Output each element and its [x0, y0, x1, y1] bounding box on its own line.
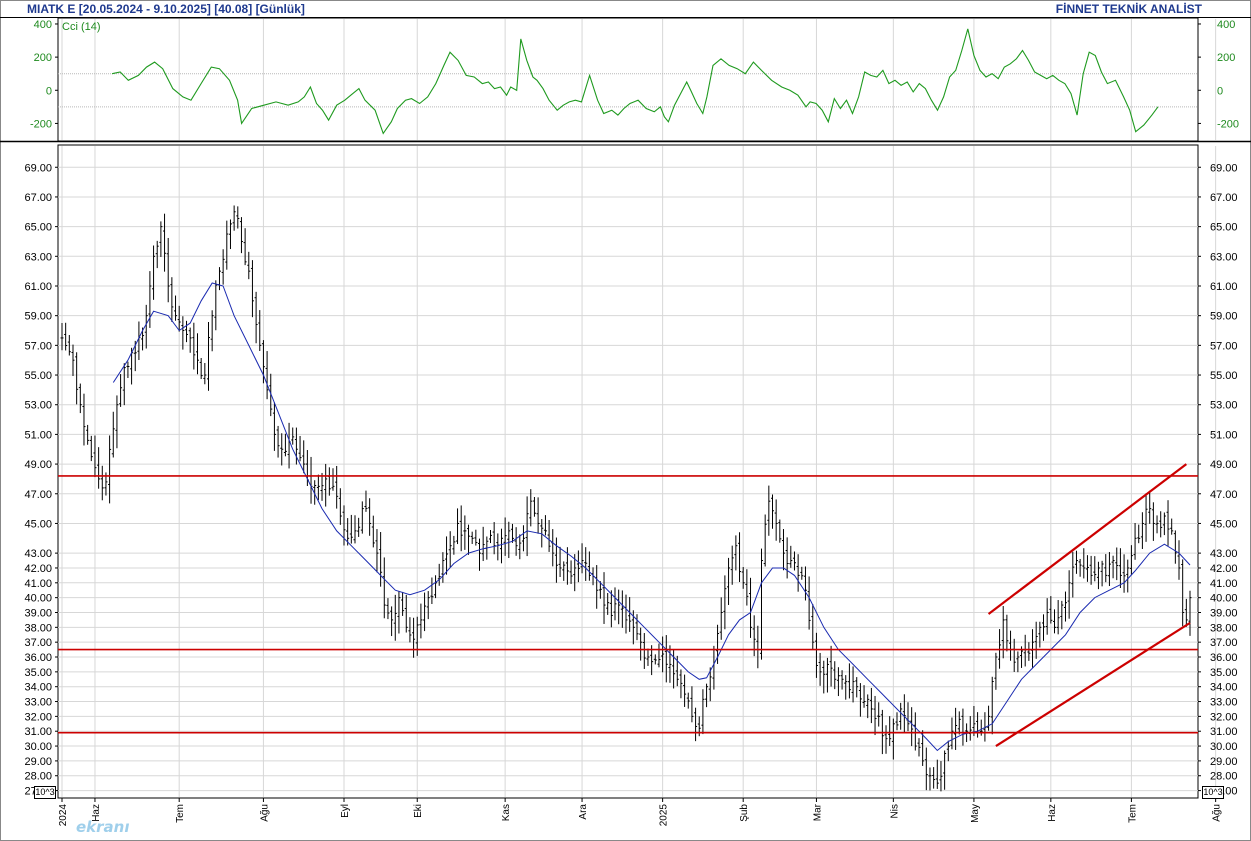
date-label-May: May: [970, 804, 981, 823]
cci-ytick-left: 0: [46, 85, 52, 97]
provider-title: FİNNET TEKNİK ANALİST: [1055, 2, 1202, 16]
date-label-Ağu: Ağu: [1212, 804, 1223, 822]
price-ytick-left: 38.00: [24, 622, 52, 634]
date-label-Haz: Haz: [1047, 804, 1058, 822]
date-label-Kas: Kas: [501, 804, 512, 821]
cci-ytick-left: 200: [34, 52, 52, 64]
date-label-2025: 2025: [659, 804, 670, 827]
price-ytick-right: 53.00: [1210, 400, 1238, 412]
watermark-logo: ekranı: [76, 818, 130, 836]
price-ytick-left: 28.00: [24, 771, 52, 783]
trend-channel-lower: [995, 621, 1191, 747]
price-ytick-left: 57.00: [24, 340, 52, 352]
price-ytick-left: 65.00: [24, 222, 52, 234]
price-ytick-left: 34.00: [24, 682, 52, 694]
price-ytick-right: 69.00: [1210, 162, 1238, 174]
price-ytick-left: 36.00: [24, 652, 52, 664]
price-ytick-right: 38.00: [1210, 622, 1238, 634]
price-ytick-left: 61.00: [24, 281, 52, 293]
price-ytick-left: 69.00: [24, 162, 52, 174]
price-ytick-right: 39.00: [1210, 607, 1238, 619]
price-ytick-right: 51.00: [1210, 429, 1238, 441]
price-ytick-right: 37.00: [1210, 637, 1238, 649]
security-title: MIATK E [20.05.2024 - 9.10.2025] [40.08]…: [27, 2, 305, 16]
price-ytick-left: 47.00: [24, 489, 52, 501]
price-ytick-right: 30.00: [1210, 741, 1238, 753]
date-label-Tem: Tem: [175, 804, 186, 823]
price-ytick-left: 39.00: [24, 607, 52, 619]
price-ytick-right: 47.00: [1210, 489, 1238, 501]
price-ytick-left: 43.00: [24, 548, 52, 560]
price-ytick-left: 55.00: [24, 370, 52, 382]
price-ytick-left: 42.00: [24, 563, 52, 575]
price-panel: 69.00 69.00 67.00 67.00 65.00 65.00 63.00 63.00…: [24, 144, 1238, 799]
price-ytick-left: 31.00: [24, 726, 52, 738]
price-ytick-right: 35.00: [1210, 667, 1238, 679]
price-frame: [57, 144, 1199, 799]
price-ytick-left: 63.00: [24, 251, 52, 263]
date-label-Ağu: Ağu: [259, 804, 270, 822]
price-ytick-left: 45.00: [24, 518, 52, 530]
cci-ytick-right: 400: [1217, 19, 1235, 31]
cci-indicator-label: Cci (14): [62, 21, 101, 33]
price-ytick-left: 67.00: [24, 192, 52, 204]
price-ytick-right: 57.00: [1210, 340, 1238, 352]
price-ytick-right: 59.00: [1210, 311, 1238, 323]
price-ytick-left: 35.00: [24, 667, 52, 679]
price-ytick-right: 49.00: [1210, 459, 1238, 471]
trend-channel-upper: [987, 463, 1188, 615]
price-ytick-right: 55.00: [1210, 370, 1238, 382]
price-ytick-right: 61.00: [1210, 281, 1238, 293]
price-ytick-left: 32.00: [24, 711, 52, 723]
price-ytick-right: 65.00: [1210, 222, 1238, 234]
scale-badge-left: 10^3: [34, 786, 56, 799]
price-ytick-right: 32.00: [1210, 711, 1238, 723]
date-label-Tem: Tem: [1127, 804, 1138, 823]
price-ytick-right: 36.00: [1210, 652, 1238, 664]
cci-panel: 400 400 200 200 0 0 -200 -200: [30, 17, 1239, 142]
date-label-Haz: Haz: [91, 804, 102, 822]
date-label-Nis: Nis: [889, 804, 900, 818]
price-ytick-left: 53.00: [24, 400, 52, 412]
date-label-Mar: Mar: [812, 803, 823, 821]
date-label-Eyl: Eyl: [340, 804, 351, 818]
price-ytick-left: 59.00: [24, 311, 52, 323]
cci-line: [111, 28, 1159, 135]
date-label-Ara: Ara: [578, 804, 589, 820]
cci-ytick-left: 400: [34, 19, 52, 31]
date-label-Şub: Şub: [739, 804, 750, 822]
price-ytick-right: 28.00: [1210, 771, 1238, 783]
price-ytick-left: 29.00: [24, 756, 52, 768]
price-ytick-right: 31.00: [1210, 726, 1238, 738]
price-ytick-left: 30.00: [24, 741, 52, 753]
scale-badge-right: 10^3: [1202, 786, 1224, 799]
cci-ytick-left: -200: [30, 118, 52, 130]
cci-ytick-right: 0: [1217, 85, 1223, 97]
price-ytick-right: 40.00: [1210, 593, 1238, 605]
price-ytick-right: 33.00: [1210, 697, 1238, 709]
date-axis: 2024 Haz Tem Ağu Eyl Eki Kas Ara 2025 Şub Mar Nis Ma…: [58, 798, 1223, 827]
date-label-Eki: Eki: [413, 804, 424, 818]
date-label-2024: 2024: [58, 804, 69, 827]
cci-ytick-right: 200: [1217, 52, 1235, 64]
price-ytick-right: 67.00: [1210, 192, 1238, 204]
price-ytick-left: 40.00: [24, 593, 52, 605]
price-ytick-left: 41.00: [24, 578, 52, 590]
price-ytick-right: 63.00: [1210, 251, 1238, 263]
price-ytick-left: 37.00: [24, 637, 52, 649]
price-ytick-left: 49.00: [24, 459, 52, 471]
price-ytick-left: 33.00: [24, 697, 52, 709]
price-ytick-right: 41.00: [1210, 578, 1238, 590]
price-ytick-right: 29.00: [1210, 756, 1238, 768]
price-ytick-right: 42.00: [1210, 563, 1238, 575]
price-ytick-right: 34.00: [1210, 682, 1238, 694]
price-ytick-right: 45.00: [1210, 518, 1238, 530]
price-ytick-right: 43.00: [1210, 548, 1238, 560]
price-ytick-left: 51.00: [24, 429, 52, 441]
cci-ytick-right: -200: [1217, 118, 1239, 130]
